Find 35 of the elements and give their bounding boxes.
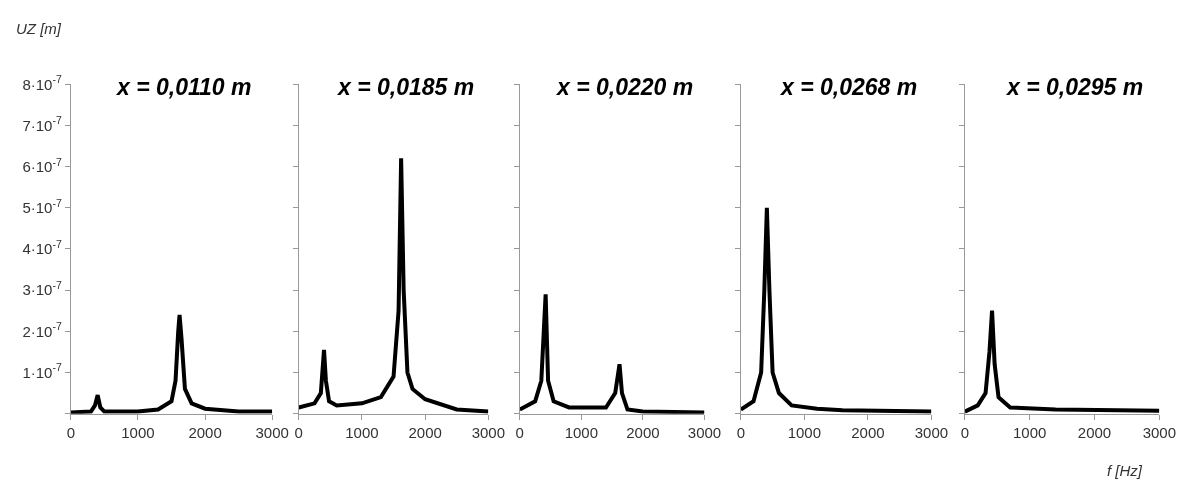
x-axis-title: f [Hz] [1107,462,1143,479]
x-tick-label: 1000 [787,423,822,441]
x-tick-label: 1000 [1012,423,1047,441]
x-tick-label: 0 [294,423,303,441]
x-tick-label: 3000 [914,423,949,441]
y-tick-label: 4·10$^{-7}$ [22,237,62,258]
x-tick-label: 1000 [345,423,379,441]
x-tick-label: 0 [960,423,969,441]
x-tick-label: 2000 [188,423,222,441]
chart-title: x = 0,0185 m [336,74,475,100]
y-axis-title: UZ [m] [16,20,62,37]
x-tick-label: 0 [66,423,75,441]
y-tick-label: 6·10$^{-7}$ [22,155,62,175]
y-tick-label: 3·10$^{-7}$ [22,279,62,299]
x-tick-label: 1000 [564,423,599,441]
x-tick-label: 2000 [1077,423,1112,441]
chart-title: x = 0,0295 m [1005,74,1144,100]
x-tick-label: 1000 [121,423,155,441]
y-tick-label: 8·10$^{-7}$ [22,73,62,93]
chart-title: x = 0,0110 m [115,74,252,100]
x-tick-label: 0 [736,423,745,441]
x-tick-label: 3000 [1142,423,1177,441]
x-tick-label: 0 [515,423,524,441]
x-tick-label: 2000 [626,423,660,441]
y-tick-label: 7·10$^{-7}$ [22,114,62,134]
y-tick-label: 2·10$^{-7}$ [22,320,62,340]
chart-title: x = 0,0268 m [779,74,918,100]
y-tick-label: 5·10$^{-7}$ [22,196,62,217]
x-tick-label: 3000 [471,423,506,441]
x-tick-label: 2000 [408,423,442,441]
y-tick-label: 1·10$^{-7}$ [22,361,62,381]
x-tick-label: 3000 [255,423,289,441]
chart-title: x = 0,0220 m [555,74,694,100]
x-tick-label: 2000 [851,423,885,441]
x-tick-label: 3000 [687,423,722,441]
